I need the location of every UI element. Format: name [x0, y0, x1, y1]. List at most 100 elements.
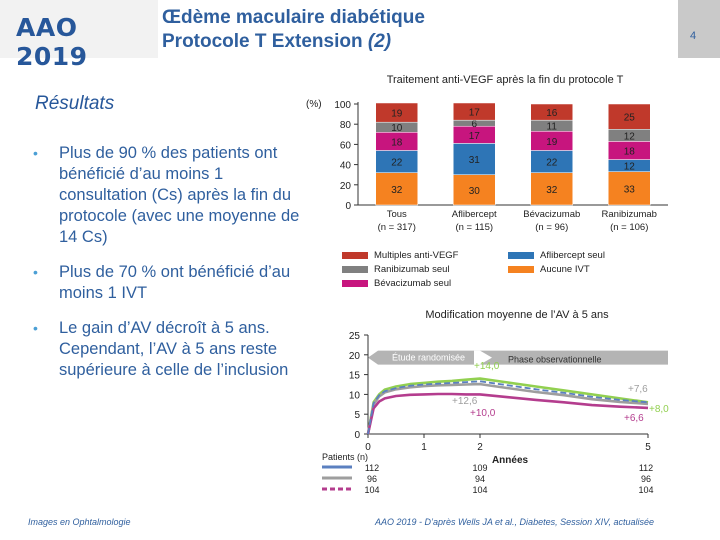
- category-label-n: (n = 96): [535, 222, 568, 233]
- patients-count: 112: [365, 463, 379, 473]
- footer-source-left: Images en Ophtalmologie: [28, 517, 131, 527]
- subtitle-paren: (2): [367, 31, 392, 52]
- page-number: 4: [690, 30, 697, 42]
- bar-data-label: 10: [391, 123, 403, 134]
- bar-segment-bevacizumab: [375, 132, 418, 151]
- legend-swatch-ranibizumab: [342, 266, 368, 273]
- line-y-tick-label: 20: [349, 351, 361, 362]
- legend-label: Aflibercept seul: [540, 250, 605, 261]
- bar-segment-ranibizumab: [530, 119, 573, 132]
- page-subtitle: Protocole T Extension (2): [162, 31, 391, 53]
- bar-segment-multiple: [375, 102, 418, 123]
- bar-segment-none: [453, 174, 496, 206]
- bar-segment-ranibizumab: [375, 121, 418, 133]
- patients-count: 104: [364, 485, 379, 495]
- legend-label: Ranibizumab seul: [374, 264, 450, 275]
- bar-segment-none: [530, 172, 573, 206]
- line-x-tick-label: 1: [421, 442, 427, 453]
- line-annotation: +10,0: [470, 408, 496, 419]
- line-y-tick-label: 25: [349, 331, 361, 342]
- bullet-list: Plus de 90 % des patients ont bénéficié …: [33, 143, 303, 395]
- patients-count: 104: [638, 485, 653, 495]
- bar-data-label: 12: [624, 162, 636, 173]
- bar-segment-ranibizumab: [608, 129, 651, 142]
- legend-label: Aucune IVT: [540, 264, 590, 275]
- phase-observation-label: Phase observationnelle: [508, 355, 602, 365]
- line-x-tick-label: 5: [645, 442, 651, 453]
- line-annotation: +8,0: [649, 404, 669, 415]
- y-tick-label: 40: [340, 161, 352, 172]
- patients-count: 96: [367, 474, 377, 484]
- bar-data-label: 6: [471, 119, 477, 130]
- bar-segment-multiple: [453, 102, 496, 121]
- phase-band: [368, 350, 668, 365]
- bar-data-label: 33: [624, 184, 636, 195]
- y-tick-label: 0: [345, 201, 351, 212]
- patients-label: Patients (n): [322, 452, 368, 462]
- line-annotation: +6,6: [624, 413, 644, 424]
- patients-count: 96: [641, 474, 651, 484]
- y-tick-label: 80: [340, 120, 352, 131]
- patients-count: 94: [475, 474, 485, 484]
- bar-data-label: 32: [391, 185, 403, 196]
- patients-count: 109: [472, 463, 487, 473]
- bar-segment-aflibercept: [530, 150, 573, 173]
- patients-count: 104: [472, 485, 487, 495]
- y-tick-label: 100: [334, 100, 351, 111]
- logo-box: AAO 2019: [0, 0, 158, 71]
- category-label: Tous: [387, 209, 407, 220]
- patients-count: 112: [639, 463, 653, 473]
- bar-segment-multiple: [530, 103, 573, 121]
- bar-data-label: 32: [546, 185, 558, 196]
- phase-study-label: Étude randomisée: [392, 353, 465, 363]
- subtitle-main: Protocole T Extension: [162, 31, 368, 52]
- bar-data-label: 19: [546, 137, 558, 148]
- section-title: Résultats: [35, 93, 115, 114]
- bar-segment-multiple: [608, 103, 651, 130]
- bar-segment-none: [608, 171, 651, 206]
- bar-segment-ranibizumab: [453, 119, 496, 127]
- bar-data-label: 22: [546, 158, 558, 169]
- phase-divider: [474, 350, 492, 365]
- bar-segment-aflibercept: [608, 159, 651, 172]
- category-label: Ranibizumab: [602, 209, 657, 220]
- bar-segment-bevacizumab: [530, 131, 573, 151]
- line-series-ranibizumab: [366, 382, 649, 435]
- legend-swatch-aflibercept: [508, 252, 534, 259]
- line-annotation: +12,6: [452, 396, 478, 407]
- y-axis-label: (%): [306, 99, 322, 110]
- bar-data-label: 17: [469, 131, 481, 142]
- chart-title: Traitement anti-VEGF après la fin du pro…: [387, 74, 624, 86]
- bar-data-label: 18: [391, 137, 403, 148]
- legend-swatch-none: [508, 266, 534, 273]
- line-x-tick-label: 0: [365, 442, 371, 453]
- bullet-item: Le gain d’AV décroît à 5 ans. Cependant,…: [33, 318, 303, 381]
- bar-data-label: 18: [624, 146, 636, 157]
- category-label-n: (n = 115): [455, 222, 493, 233]
- line-y-tick-label: 0: [354, 430, 360, 441]
- bullet-item: Plus de 70 % ont bénéficié d’au moins 1 …: [33, 262, 303, 304]
- bullet-item: Plus de 90 % des patients ont bénéficié …: [33, 143, 303, 248]
- legend-swatch-multiple: [342, 252, 368, 259]
- line-series-bvacizumab: [366, 392, 649, 435]
- bar-data-label: 12: [624, 131, 636, 142]
- bar-data-label: 22: [391, 158, 403, 169]
- legend-label: Bévacizumab seul: [374, 278, 451, 289]
- y-tick-label: 20: [340, 181, 352, 192]
- line-y-tick-label: 10: [349, 390, 361, 401]
- bar-data-label: 11: [547, 122, 558, 133]
- page-title: Œdème maculaire diabétique: [162, 7, 425, 28]
- category-label: Bévacizumab: [523, 209, 580, 220]
- line-x-tick-label: 2: [477, 442, 483, 453]
- line-series-aflibercept: [366, 377, 649, 435]
- bar-data-label: 19: [391, 109, 403, 120]
- line-annotation: +7,6: [628, 384, 648, 395]
- title-bar: [158, 0, 678, 58]
- legend-swatch-bevacizumab: [342, 280, 368, 287]
- line-x-axis-label: Années: [492, 455, 529, 466]
- bar-data-label: 25: [624, 113, 636, 124]
- bar-segment-none: [375, 172, 418, 206]
- category-label: Aflibercept: [452, 209, 497, 220]
- bar-data-label: 16: [546, 108, 558, 119]
- y-tick-label: 60: [340, 140, 352, 151]
